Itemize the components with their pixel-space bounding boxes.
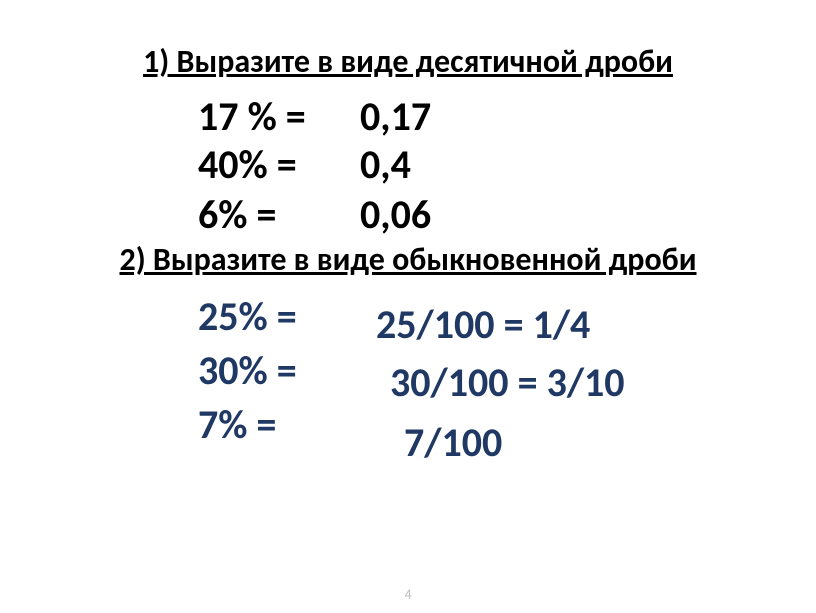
sec2-lhs-2: 7% =: [198, 400, 276, 449]
sec1-rhs-0: 0,17: [360, 92, 431, 141]
heading-1: 1) Выразите в виде десятичной дроби: [0, 42, 816, 81]
sec1-lhs-0: 17 % =: [198, 92, 306, 141]
heading-2: 2) Выразите в виде обыкновенной дроби: [0, 240, 816, 279]
sec1-rhs-1: 0,4: [360, 140, 411, 189]
sec1-rhs-2: 0,06: [360, 190, 431, 239]
sec2-rhs-1: 30/100 = 3/10: [390, 358, 625, 407]
sec2-lhs-0: 25% =: [198, 292, 297, 341]
sec1-lhs-2: 6% =: [198, 190, 276, 239]
sec1-lhs-1: 40% =: [198, 140, 297, 189]
sec2-rhs-2: 7/100: [404, 418, 502, 467]
page-number: 4: [0, 586, 816, 603]
sec2-rhs-0: 25/100 = 1/4: [376, 300, 590, 349]
sec2-lhs-1: 30% =: [198, 346, 297, 395]
